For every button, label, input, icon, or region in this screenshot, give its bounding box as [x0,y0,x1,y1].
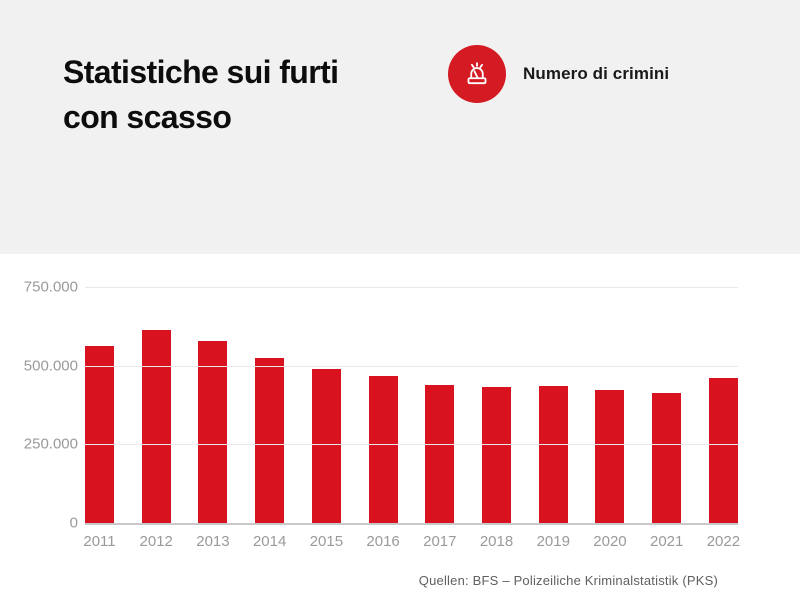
y-axis: 750.000 500.000 250.000 0 [0,279,78,532]
bar-group-2016: 2016 [366,287,400,550]
x-tick-label-2021: 2021 [650,533,684,550]
bar-group-2020: 2020 [593,287,627,550]
bar-group-2011: 2011 [83,287,116,550]
x-tick-label-2011: 2011 [83,533,116,550]
source-note: Quellen: BFS – Polizeiliche Kriminalstat… [418,573,718,588]
x-tick-label-2014: 2014 [252,533,287,550]
bar-2011 [85,346,114,523]
bar-group-2022: 2022 [707,287,740,550]
y-tick-label-500.000: 500.000 [23,357,78,375]
bar-group-2017: 2017 [423,287,457,550]
y-tick-label-750.000: 750.000 [23,278,78,296]
bar-group-2013: 2013 [196,287,230,550]
x-tick-label-2015: 2015 [309,533,344,550]
bar-group-2012: 2012 [140,287,173,550]
x-tick-label-2012: 2012 [139,533,173,550]
bar-2015 [311,368,341,523]
x-tick-label-2020: 2020 [593,533,627,550]
x-tick-label-2019: 2019 [536,533,570,550]
gridline-750.000 [85,287,738,288]
chart-title-line-2: con scasso [63,99,232,135]
y-tick-label-0: 0 [69,514,78,532]
header: Statistiche sui furti con scasso Numero … [0,0,800,254]
bar-group-2018: 2018 [480,287,513,550]
bar-group-2014: 2014 [253,287,286,550]
chart-title-line-1: Statistiche sui furti [63,54,339,90]
bar-2017 [425,385,455,523]
bar-group-2015: 2015 [310,287,343,550]
bar-2020 [595,389,625,523]
x-tick-label-2022: 2022 [706,533,741,550]
bar-2014 [255,357,285,523]
bar-2013 [198,341,228,523]
x-tick-label-2016: 2016 [366,533,400,550]
bar-group-2021: 2021 [650,287,683,550]
bar-2018 [482,386,512,523]
bar-2012 [141,330,171,523]
legend-label: Numero di crimini [523,64,670,83]
y-tick-label-250.000: 250.000 [23,435,78,453]
chart-title: Statistiche sui furti con scasso [63,50,339,140]
bar-2021 [652,392,682,523]
bar-2022 [708,377,738,523]
siren-icon [448,45,506,103]
bar-series: 2011 2012 2013 2014 2015 2016 2017 2018 2019 2020… [83,287,740,550]
x-tick-label-2018: 2018 [479,533,514,550]
x-tick-label-2013: 2013 [196,533,230,550]
x-tick-label-2017: 2017 [423,533,457,550]
gridline-250.000 [85,444,738,446]
bar-group-2019: 2019 [537,287,570,550]
plot-area: 2011 2012 2013 2014 2015 2016 2017 2018 2019 2020… [83,287,740,550]
gridline-500.000 [85,365,738,367]
legend: Numero di crimini [448,45,669,103]
bar-2019 [538,386,568,523]
bar-2016 [368,376,398,523]
